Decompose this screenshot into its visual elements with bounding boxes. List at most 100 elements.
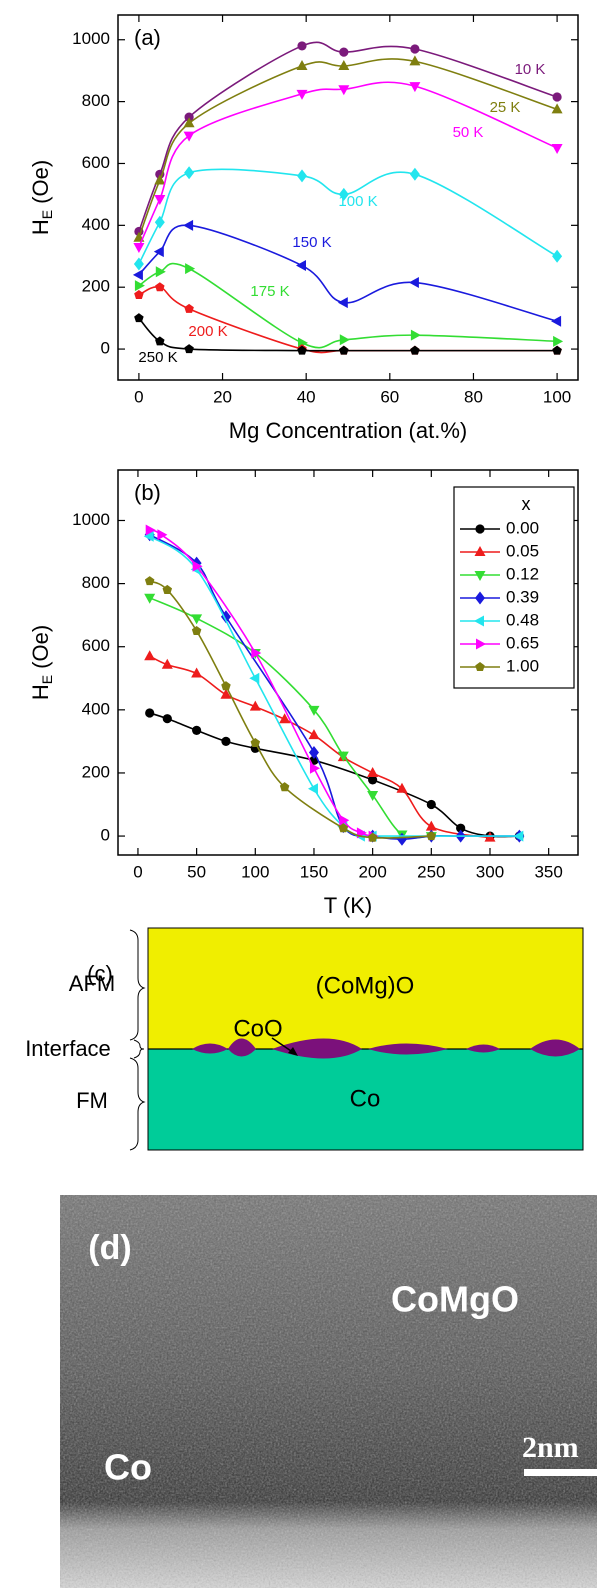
- x-tick-label: 200: [358, 862, 386, 881]
- y-axis-label: HE (Oe): [28, 160, 55, 235]
- marker: [133, 257, 144, 271]
- x-axis-label: Mg Concentration (at.%): [229, 418, 467, 443]
- marker: [145, 708, 155, 718]
- scale-label: 2nm: [522, 1431, 579, 1464]
- marker: [409, 82, 421, 93]
- marker: [279, 782, 290, 792]
- plot-frame: [117, 14, 579, 381]
- series-label: 50 K: [453, 124, 484, 141]
- marker: [279, 713, 291, 724]
- panel-label: (a): [134, 25, 161, 50]
- legend-label: 0.00: [506, 518, 539, 537]
- legend-title: x: [522, 494, 531, 514]
- y-axis-subscript: E: [39, 210, 55, 219]
- legend-label: 0.39: [506, 587, 539, 606]
- marker: [249, 672, 260, 684]
- marker: [296, 89, 308, 100]
- marker: [144, 576, 155, 586]
- marker: [184, 112, 194, 122]
- series-label: 10 K: [515, 61, 546, 78]
- interface-label: Interface: [25, 1036, 111, 1061]
- diagram: (c) AFM Interface FM (CoMg)O CoO Co: [25, 927, 584, 1151]
- y-axis-unit: (Oe): [28, 625, 53, 675]
- bottom-layer-label: Co: [350, 1085, 381, 1112]
- marker: [551, 144, 563, 155]
- marker: [552, 345, 562, 355]
- y-tick-label: 400: [82, 699, 110, 718]
- coo-islands: [192, 1038, 580, 1059]
- marker: [133, 242, 145, 253]
- marker: [154, 174, 166, 185]
- marker: [221, 736, 231, 746]
- x-tick-label: 80: [464, 387, 483, 406]
- marker: [456, 823, 466, 833]
- panel-label: (c): [87, 961, 113, 986]
- x-tick-label: 0: [134, 387, 143, 406]
- marker: [552, 249, 563, 263]
- marker: [144, 593, 156, 604]
- marker: [191, 667, 203, 678]
- x-tick-label: 100: [241, 862, 269, 881]
- marker: [297, 41, 307, 51]
- legend-label: 1.00: [506, 656, 539, 675]
- series-label: 150 K: [292, 234, 331, 251]
- top-layer-label: (CoMg)O: [316, 972, 415, 999]
- marker: [552, 92, 562, 102]
- series-label: 175 K: [250, 283, 289, 300]
- marker: [338, 60, 350, 71]
- marker: [474, 615, 484, 627]
- marker: [339, 334, 350, 346]
- legend-label: 0.65: [506, 633, 539, 652]
- marker: [475, 524, 485, 534]
- arrow-head: [288, 1047, 298, 1056]
- x-tick-label: 60: [380, 387, 399, 406]
- marker: [396, 782, 408, 793]
- x-tick-label: 150: [300, 862, 328, 881]
- marker: [367, 791, 379, 802]
- marker: [192, 725, 202, 735]
- y-tick-label: 0: [101, 339, 110, 358]
- coo-label: CoO: [233, 1015, 282, 1042]
- marker: [184, 166, 195, 180]
- series-label: 25 K: [490, 99, 521, 116]
- y-axis-label: HE (Oe): [28, 625, 55, 700]
- panel-label: (b): [134, 480, 161, 505]
- marker: [338, 85, 350, 96]
- marker: [513, 830, 524, 842]
- marker: [162, 714, 172, 724]
- y-tick-label: 800: [82, 91, 110, 110]
- marker: [183, 117, 195, 128]
- marker: [183, 219, 194, 231]
- marker: [185, 263, 196, 275]
- y-tick-label: 600: [82, 636, 110, 655]
- marker: [396, 832, 407, 846]
- y-axis-symbol: H: [28, 219, 53, 235]
- tem-texture: [60, 1195, 597, 1588]
- marker: [425, 820, 437, 831]
- marker: [296, 60, 308, 71]
- marker: [367, 832, 378, 842]
- marker: [410, 345, 420, 355]
- y-tick-label: 400: [82, 215, 110, 234]
- legend-box: [453, 486, 575, 689]
- marker: [191, 614, 203, 625]
- marker: [308, 729, 320, 740]
- marker: [162, 584, 173, 594]
- marker: [184, 344, 194, 354]
- marker: [134, 280, 145, 292]
- x-tick-label: 350: [534, 862, 562, 881]
- x-tick-label: 250: [417, 862, 445, 881]
- marker: [155, 266, 166, 278]
- series-line: [138, 224, 558, 323]
- panel-label: (d): [88, 1229, 131, 1267]
- marker: [144, 650, 156, 661]
- marker: [132, 269, 143, 281]
- marker: [297, 169, 307, 183]
- brace: [129, 1057, 146, 1151]
- marker: [339, 814, 350, 826]
- marker: [337, 297, 348, 309]
- marker: [134, 289, 144, 299]
- bottom-label: Co: [104, 1447, 152, 1488]
